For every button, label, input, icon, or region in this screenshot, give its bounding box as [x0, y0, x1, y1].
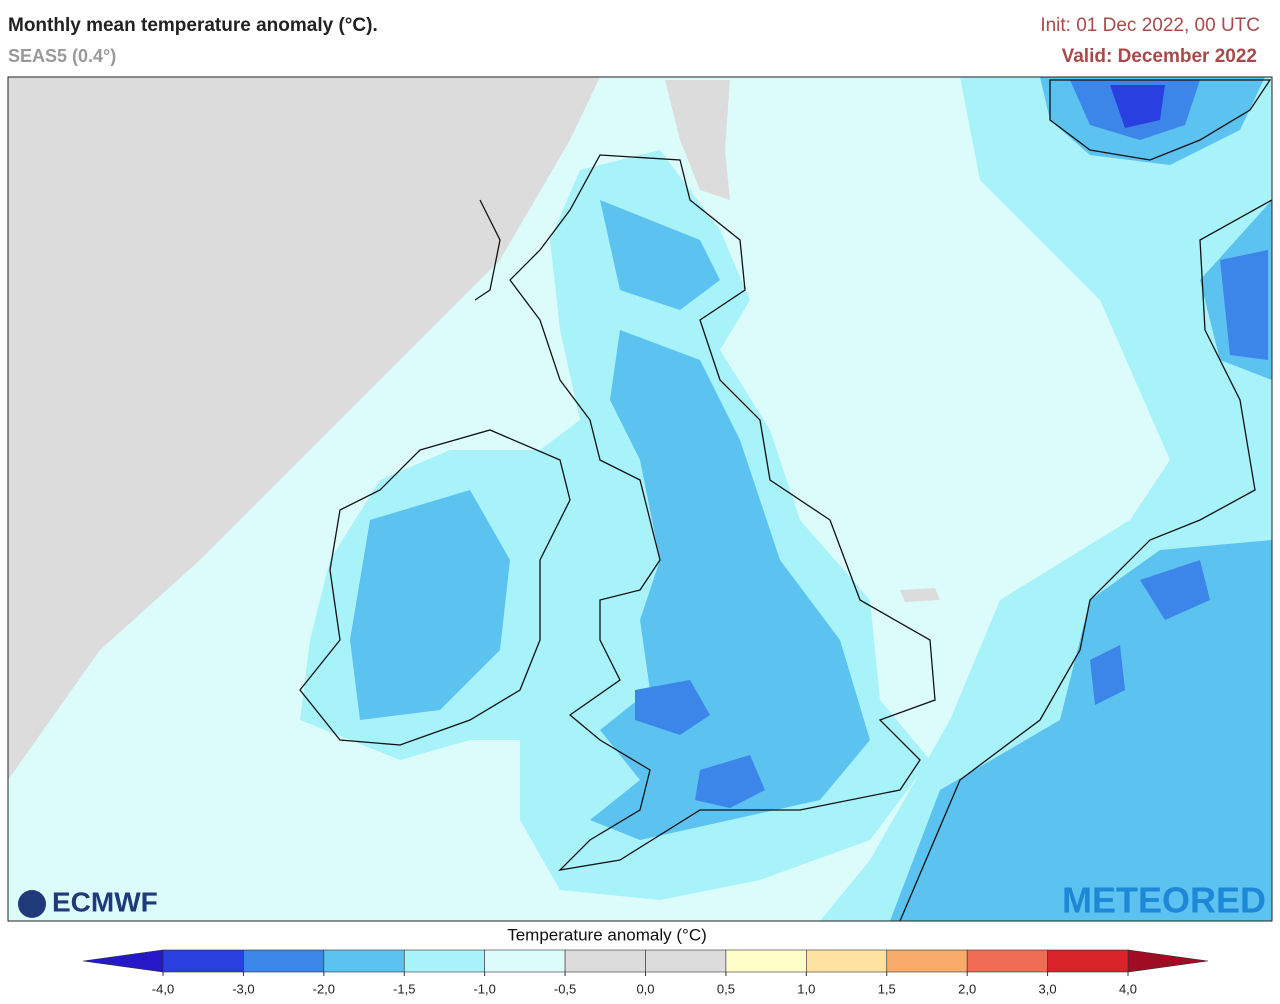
colorbar-segment	[243, 949, 325, 973]
colorbar-tick-label: 2,0	[958, 981, 976, 996]
colorbar-under	[82, 949, 164, 973]
colorbar-segment	[403, 949, 485, 973]
logo-ecmwf: ECMWF	[52, 886, 158, 917]
init-time: Init: 01 Dec 2022, 00 UTC	[1040, 15, 1260, 36]
anomaly-field	[1140, 560, 1210, 620]
colorbar-segment	[806, 949, 888, 973]
colorbar-tick-label: -1,0	[473, 981, 495, 996]
logo-meteored: METEORED	[1062, 880, 1266, 921]
coastlines	[299, 79, 1272, 921]
colorbar-segment	[162, 949, 244, 973]
anomaly-field	[665, 80, 730, 200]
colorbar-tick-label: -2,0	[313, 981, 335, 996]
colorbar-segment	[886, 949, 968, 973]
colorbar-segment	[725, 949, 807, 973]
valid-time: Valid: December 2022	[1062, 46, 1257, 67]
colorbar-tick-label: 0,5	[717, 981, 735, 996]
colorbar-label: Temperature anomaly (°C)	[507, 925, 707, 944]
anomaly-field	[1090, 645, 1125, 705]
anomaly-field	[350, 490, 510, 720]
colorbar-tick-label: 0,0	[636, 981, 654, 996]
colorbar-tick-label: -0,5	[554, 981, 576, 996]
anomaly-field	[1220, 250, 1268, 360]
colorbar-segment	[484, 949, 566, 973]
anomaly-field	[1110, 85, 1165, 128]
colorbar-tick-label: 3,0	[1039, 981, 1057, 996]
colorbar-tick-label: -4,0	[152, 981, 174, 996]
colorbar-tick-label: 1,5	[878, 981, 896, 996]
anomaly-field	[600, 200, 720, 310]
anomaly-field	[8, 77, 600, 780]
logo-icon	[18, 890, 46, 918]
colorbar-segment	[323, 949, 405, 973]
colorbar-segment	[1047, 949, 1129, 973]
colorbar-tick-label: 1,0	[797, 981, 815, 996]
anomaly-field	[695, 755, 765, 808]
map	[7, 76, 1273, 922]
colorbar-segment	[645, 949, 727, 973]
anomaly-field	[890, 200, 1272, 921]
colorbar-tick-label: 4,0	[1119, 981, 1137, 996]
colorbar-over	[1127, 949, 1209, 973]
anomaly-field	[900, 588, 940, 602]
colorbar-tick-label: -1,5	[393, 981, 415, 996]
colorbar-tick-label: -3,0	[232, 981, 254, 996]
title: Monthly mean temperature anomaly (°C).	[8, 15, 378, 36]
colorbar-segment	[564, 949, 646, 973]
anomaly-field	[635, 680, 710, 735]
colorbar-segment	[966, 949, 1048, 973]
colorbar: -4,0 -3,0 -2,0 -1,5 -1,0 -0,5 0,0 0,5 1,0 1,5 2,0 3…	[82, 949, 1209, 996]
subtitle: SEAS5 (0.4°)	[8, 46, 116, 66]
